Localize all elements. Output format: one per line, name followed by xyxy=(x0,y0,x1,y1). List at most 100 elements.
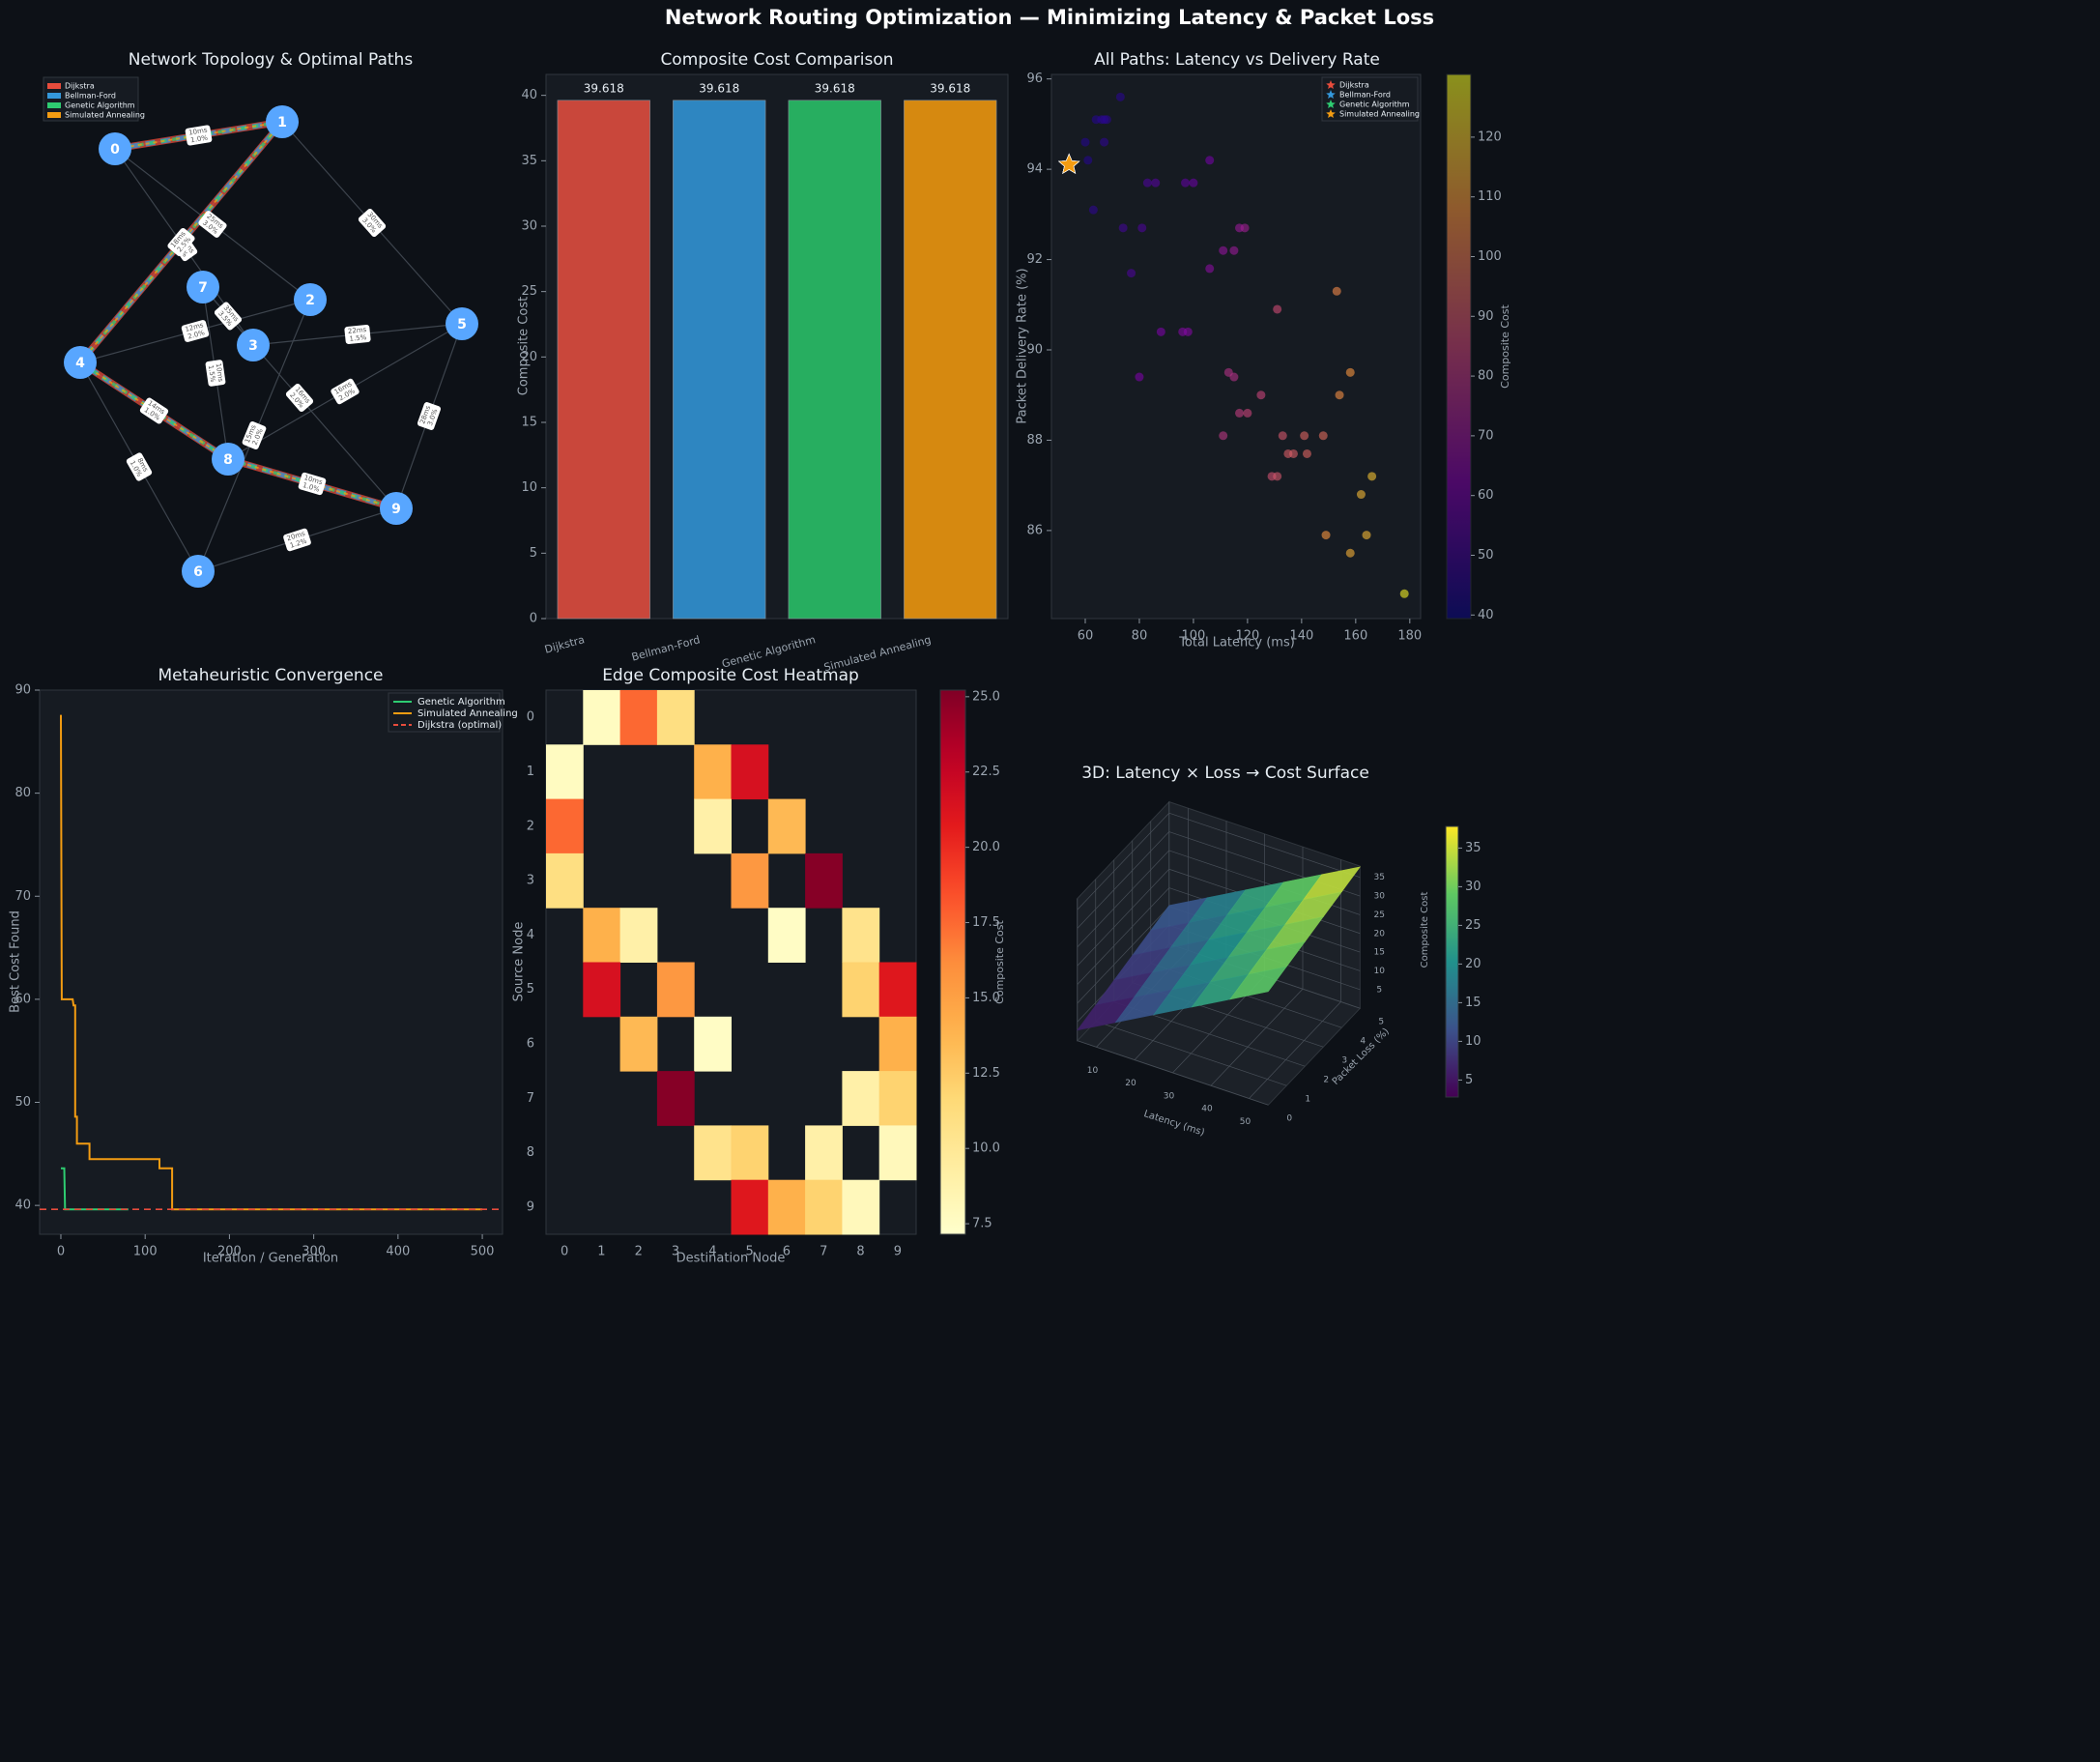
node-label: 1 xyxy=(277,115,287,130)
data-point xyxy=(1100,137,1109,147)
colorbar-tick-label: 22.5 xyxy=(972,765,1000,779)
data-point xyxy=(1273,472,1282,481)
y-tick-label: 3 xyxy=(527,874,534,888)
x-tick-label: 120 xyxy=(1235,629,1259,644)
y-tick-label: 90 xyxy=(1026,343,1043,358)
data-point xyxy=(1278,431,1287,441)
colorbar-label: Composite Cost xyxy=(1499,303,1511,388)
y-tick-label: 92 xyxy=(1026,252,1043,267)
y-axis-label: Source Node xyxy=(512,922,527,1002)
x-tick-label: 9 xyxy=(894,1245,902,1259)
y-tick-label: 0 xyxy=(1286,1114,1292,1124)
edge-label-box xyxy=(242,420,267,450)
y-axis-label: Best Cost Found xyxy=(9,910,23,1013)
heatmap-cell xyxy=(694,744,732,800)
y-tick-label: 8 xyxy=(527,1145,534,1160)
x-tick-label: 4 xyxy=(708,1245,716,1259)
heatmap-cell xyxy=(842,962,880,1018)
data-point xyxy=(1345,367,1355,377)
grid-line xyxy=(1077,812,1170,910)
data-point xyxy=(1080,137,1090,147)
convergence-line xyxy=(60,714,483,1211)
y-tick-label: 4 xyxy=(1360,1037,1366,1047)
edge-latency: 22ms xyxy=(348,326,367,335)
y-tick-label: 0 xyxy=(527,710,534,725)
heatmap-cell xyxy=(767,798,806,854)
node xyxy=(237,329,270,361)
node xyxy=(266,105,299,138)
node-label: 7 xyxy=(198,280,208,296)
legend-swatch xyxy=(47,93,61,99)
grid-line xyxy=(1077,850,1170,948)
colorbar-tick-label: 70 xyxy=(1478,428,1494,443)
x-tick-label: 20 xyxy=(1125,1079,1136,1088)
data-point xyxy=(1115,92,1125,101)
bar xyxy=(673,100,766,620)
heatmap-cell xyxy=(767,908,806,963)
colorbar-tick-label: 35 xyxy=(1465,841,1482,855)
data-point xyxy=(1367,472,1377,481)
node xyxy=(212,443,245,476)
heatmap-cell xyxy=(656,690,695,745)
z-tick-label: 25 xyxy=(1374,910,1385,920)
edge-label-box xyxy=(214,302,243,331)
edge-loss: 1.0% xyxy=(190,134,209,145)
legend-label: Simulated Annealing xyxy=(1339,110,1420,119)
x-axis-label: Destination Node xyxy=(676,1252,786,1266)
node xyxy=(187,271,219,303)
data-point xyxy=(1156,327,1165,336)
x-tick-label: 6 xyxy=(783,1245,791,1259)
axes-title: Metaheuristic Convergence xyxy=(158,666,383,685)
data-point xyxy=(1229,372,1239,382)
z-tick-label: 10 xyxy=(1374,967,1386,976)
y-tick-label: 90 xyxy=(14,683,31,698)
heatmap-cell xyxy=(694,1125,732,1181)
heatmap-cell xyxy=(731,1125,769,1181)
data-point xyxy=(1183,327,1193,336)
edge-label-box xyxy=(417,402,442,430)
heatmap-cell xyxy=(842,1179,880,1235)
data-point xyxy=(1205,156,1215,165)
y-tick-label: 9 xyxy=(527,1199,534,1214)
x-tick-label: 10 xyxy=(1087,1066,1099,1076)
y-tick-label: 70 xyxy=(14,889,31,904)
node-label: 2 xyxy=(305,293,315,308)
y-tick-label: 0 xyxy=(530,612,537,626)
x-axis-label: Total Latency (ms) xyxy=(1178,636,1295,650)
x-tick-label: 40 xyxy=(1201,1105,1213,1114)
y-tick-label: 25 xyxy=(521,284,537,299)
edge-label-box xyxy=(198,211,227,238)
grid-line xyxy=(1095,1021,1287,1086)
heatmap-cell xyxy=(842,1071,880,1126)
data-point xyxy=(1219,246,1228,255)
y-tick-label: 5 xyxy=(530,546,537,561)
heatmap-cell xyxy=(694,1016,732,1072)
edge-label-box xyxy=(331,378,360,405)
heatmap-cell xyxy=(619,1016,658,1072)
y-axis-label: Composite Cost xyxy=(517,297,532,395)
edge-label-box xyxy=(185,125,213,146)
bar xyxy=(557,100,650,620)
data-point xyxy=(1273,304,1282,314)
heatmap-cell xyxy=(731,852,769,909)
y-tick-label: 5 xyxy=(1378,1018,1384,1027)
node xyxy=(99,132,131,165)
node xyxy=(64,346,97,379)
heatmap-cell xyxy=(805,852,843,909)
x-tick-label: 200 xyxy=(217,1245,242,1259)
y-tick-label: 4 xyxy=(527,928,534,942)
data-point xyxy=(1335,390,1344,400)
y-tick-label: 5 xyxy=(527,982,534,997)
data-point xyxy=(1229,246,1239,255)
node xyxy=(182,555,215,588)
x-tick-label: 500 xyxy=(471,1245,495,1259)
y-tick-label: 40 xyxy=(14,1199,31,1213)
x-tick-label: 1 xyxy=(597,1245,605,1259)
x-axis-label: Iteration / Generation xyxy=(203,1252,338,1266)
data-point xyxy=(1100,115,1109,125)
legend-swatch xyxy=(47,83,61,89)
